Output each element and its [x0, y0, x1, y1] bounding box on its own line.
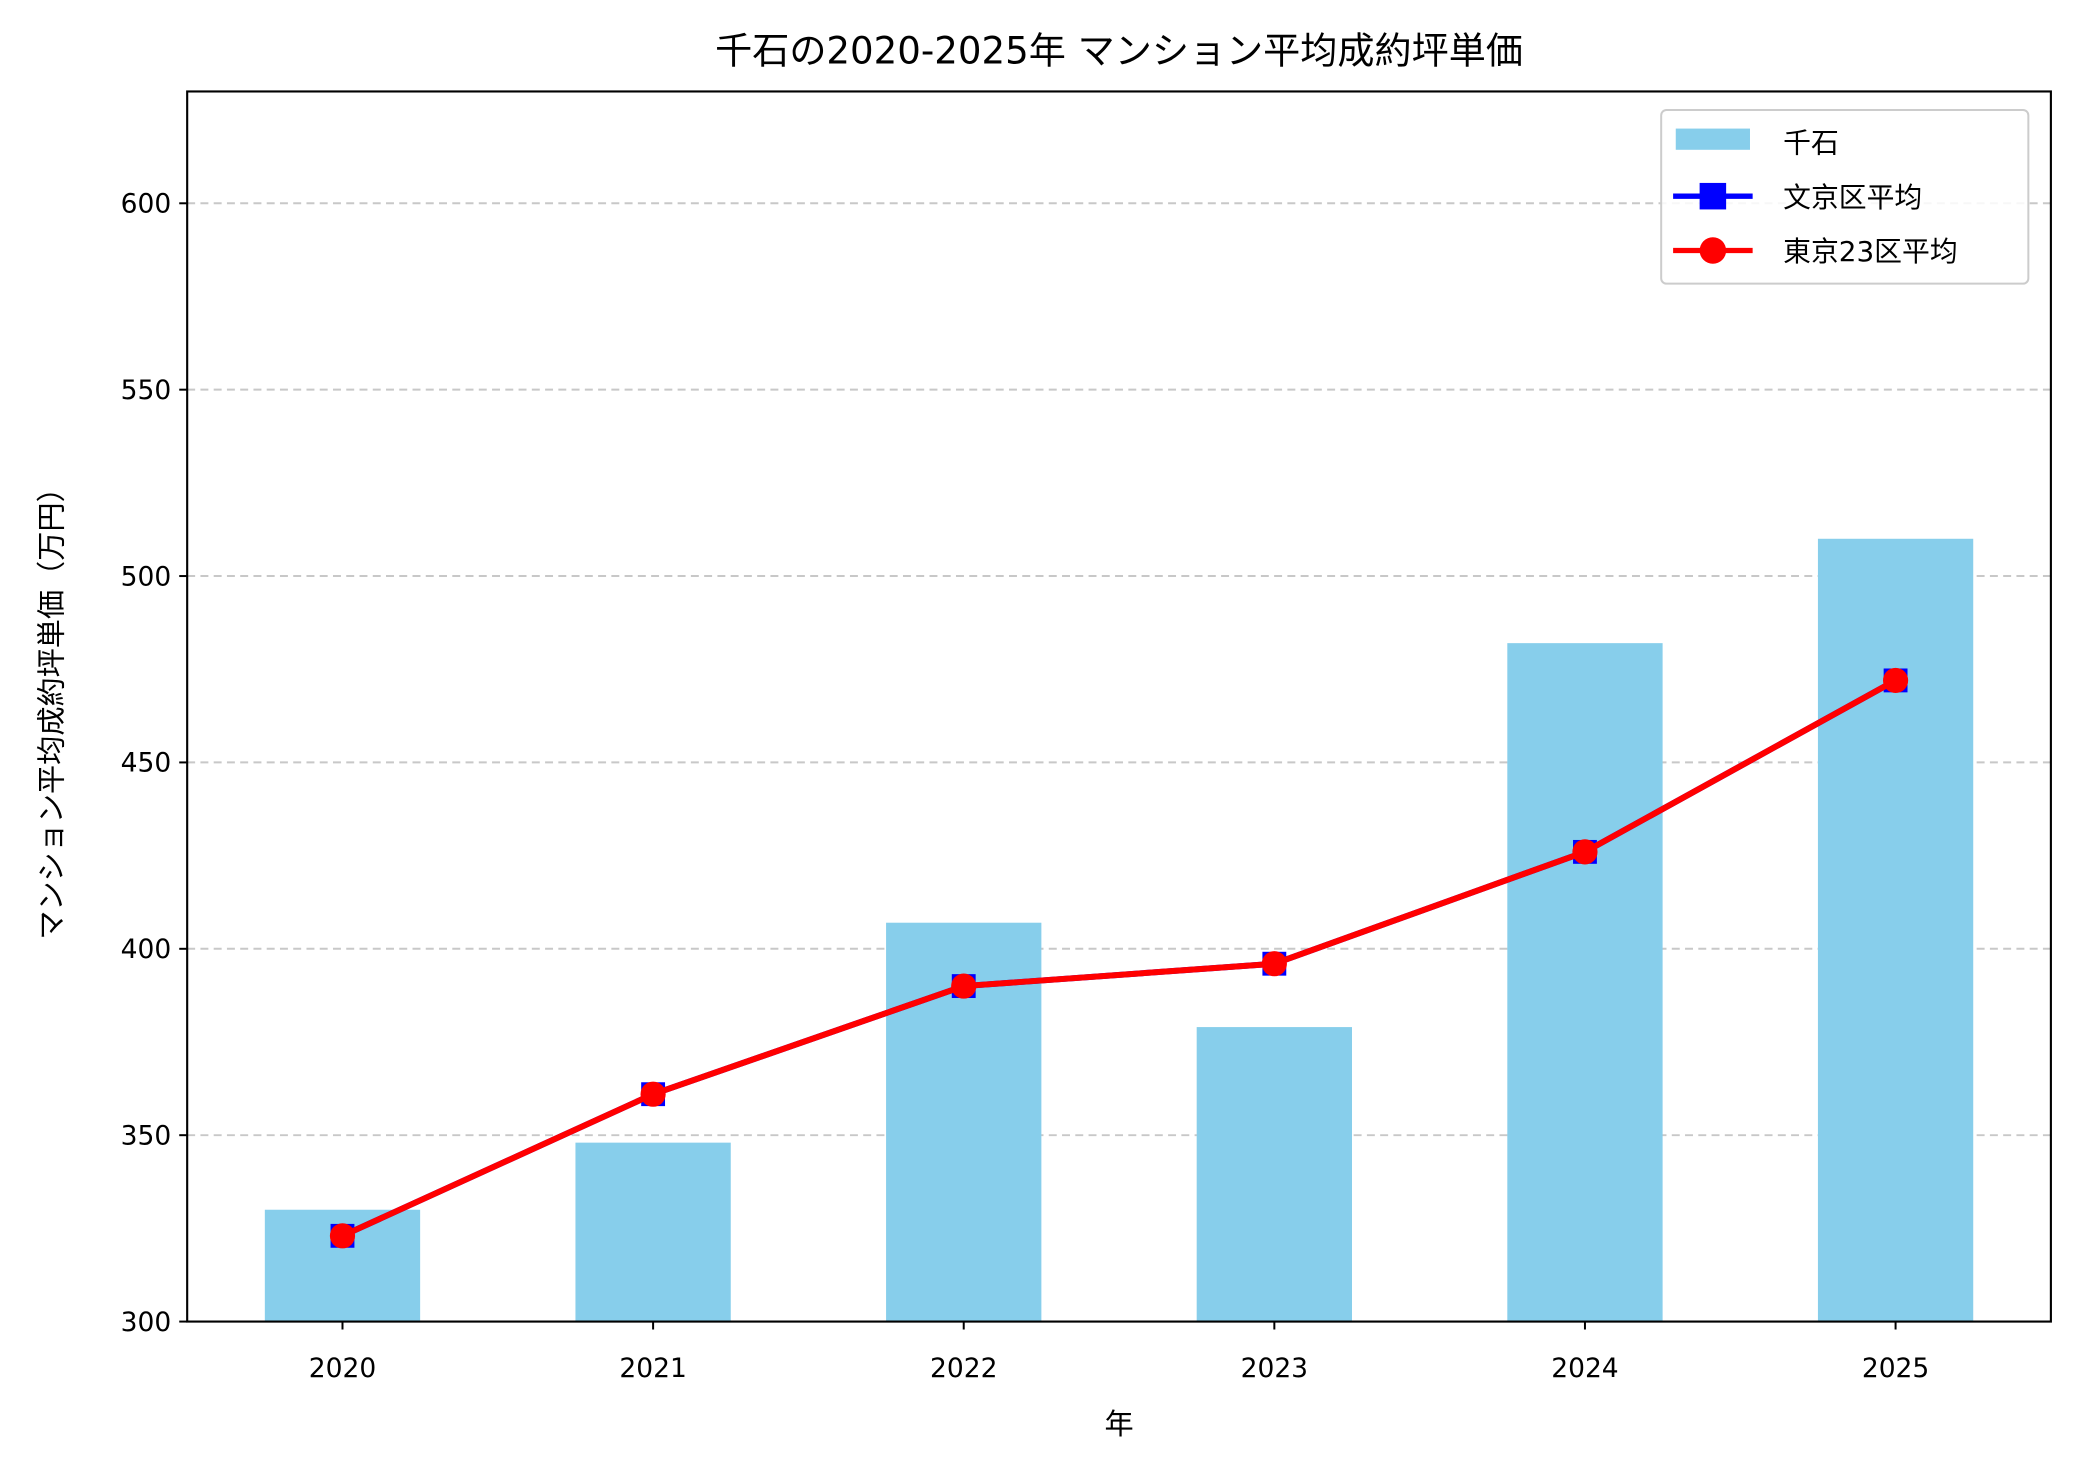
- bar-2023: [1196, 1027, 1352, 1322]
- bar-2024: [1507, 643, 1663, 1322]
- y-tick-label: 300: [121, 1307, 172, 1338]
- legend-box: [1660, 109, 2030, 285]
- marker-circle: [951, 973, 977, 999]
- chart-title: 千石の2020-2025年 マンション平均成約坪単価: [715, 30, 1523, 73]
- x-tick-label: 2023: [1241, 1353, 1308, 1384]
- series-line: [341, 677, 1898, 1239]
- lines: [329, 667, 1909, 1249]
- y-axis: 300 350 400 450 500 550 600: [121, 189, 188, 1338]
- y-tick-label: 600: [121, 189, 172, 220]
- x-tick-label: 2022: [930, 1353, 997, 1384]
- y-tick-label: 450: [121, 748, 172, 779]
- marker-circle: [1261, 951, 1287, 977]
- legend-swatch-bar: [1675, 128, 1750, 150]
- y-tick-label: 350: [121, 1120, 172, 1151]
- x-tick-label: 2021: [619, 1353, 686, 1384]
- bar-2021: [575, 1142, 731, 1322]
- y-tick-label: 400: [121, 934, 172, 965]
- y-tick-label: 500: [121, 561, 172, 592]
- legend-marker-square: [1699, 182, 1727, 210]
- x-tick-label: 2025: [1862, 1353, 1929, 1384]
- y-tick-label: 550: [121, 375, 172, 406]
- x-axis-label: 年: [1104, 1407, 1133, 1441]
- marker-circle: [329, 1223, 356, 1249]
- legend-label: 文京区平均: [1783, 181, 1922, 214]
- y-axis-label: マンション平均成約坪単価（万円）: [34, 473, 68, 939]
- legend-label: 千石: [1783, 126, 1839, 159]
- legend-marker-circle: [1699, 237, 1727, 264]
- bars: [264, 538, 1974, 1322]
- x-tick-label: 2020: [309, 1353, 376, 1384]
- grid-lines: [187, 202, 2051, 1137]
- legend-label: 東京23区平均: [1783, 235, 1958, 268]
- x-axis: 2020 2021 2022 2023 2024 2025: [309, 1321, 1929, 1384]
- marker-circle: [1882, 667, 1909, 694]
- plot-frame: [186, 90, 2052, 1323]
- bar-2025: [1817, 538, 1974, 1322]
- x-tick-label: 2024: [1551, 1353, 1618, 1384]
- marker-circle: [640, 1081, 666, 1107]
- marker-circle: [1572, 839, 1598, 865]
- legend: 千石 文京区平均 東京23区平均: [1660, 109, 2030, 285]
